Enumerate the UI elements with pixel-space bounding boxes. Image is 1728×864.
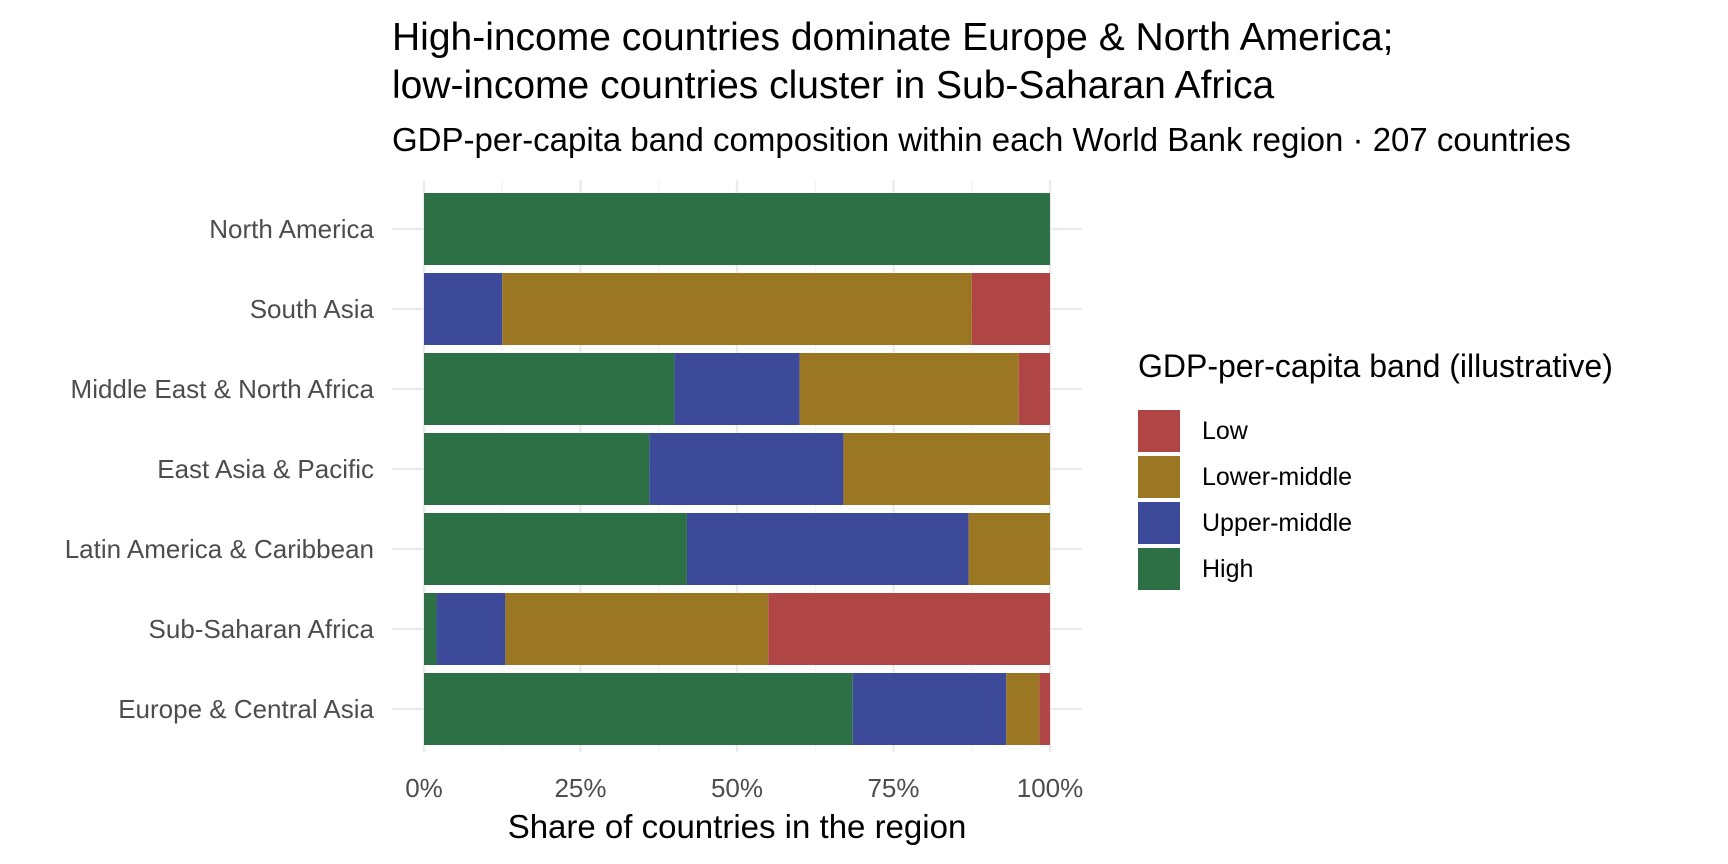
y-tick-label: South Asia [250,294,375,324]
legend-label: Upper-middle [1202,508,1353,537]
bar-segment [436,593,506,665]
bar-segment [799,353,1019,425]
legend-key [1138,456,1180,498]
x-tick-label: 100% [1017,773,1084,803]
bar-segment [424,273,503,345]
legend-key [1138,410,1180,452]
bar-segment [424,353,675,425]
bar-segment [674,353,800,425]
legend-items: Low Lower-middle Upper-middle High [1138,408,1613,592]
bar-segment [424,193,1050,265]
chart-title-line-2: low-income countries cluster in Sub-Saha… [392,64,1275,107]
bar-segment [768,593,1050,665]
y-tick-label: Latin America & Caribbean [65,534,374,564]
bar-segment [424,433,650,505]
bar-segment [686,513,969,585]
legend-item: Low [1138,408,1613,454]
legend-key [1138,502,1180,544]
y-tick-label: Sub-Saharan Africa [149,614,375,644]
bar-segment [1039,673,1050,745]
bar-segment [971,273,1050,345]
bar-segment [843,433,1050,505]
legend-key [1138,548,1180,590]
bar-segment [424,513,687,585]
bar-segment [968,513,1050,585]
legend-item: Upper-middle [1138,500,1613,546]
bar-segment [1018,353,1050,425]
bar-segment [502,273,972,345]
label-layer: North America South Asia Middle East & Nor… [65,214,1084,845]
bar-segment [1006,673,1040,745]
legend-item: High [1138,546,1613,592]
x-tick-label: 0% [405,773,443,803]
legend-item: Lower-middle [1138,454,1613,500]
y-tick-label: North America [209,214,374,244]
bar-segment [424,673,853,745]
x-tick-label: 50% [711,773,763,803]
legend-label: Lower-middle [1202,462,1353,491]
bar-segment [424,593,437,665]
bar-segment [852,673,1007,745]
y-tick-label: Middle East & North Africa [71,374,375,404]
bar-segment [505,593,769,665]
chart-title-line-1: High-income countries dominate Europe & … [392,16,1394,59]
chart-subtitle: GDP-per-capita band composition within e… [392,121,1571,158]
bar-segment [649,433,844,505]
chart-title: High-income countries dominate Europe & … [392,14,1393,110]
legend: GDP-per-capita band (illustrative) Low Lo… [1138,346,1613,592]
bar-layer [424,193,1050,745]
legend-label: High [1202,554,1254,583]
x-axis-title: Share of countries in the region [508,808,967,845]
y-tick-label: East Asia & Pacific [157,454,374,484]
y-tick-label: Europe & Central Asia [118,694,374,724]
legend-label: Low [1202,416,1248,445]
x-tick-label: 25% [554,773,606,803]
legend-title: GDP-per-capita band (illustrative) [1138,348,1613,384]
x-tick-label: 75% [867,773,919,803]
